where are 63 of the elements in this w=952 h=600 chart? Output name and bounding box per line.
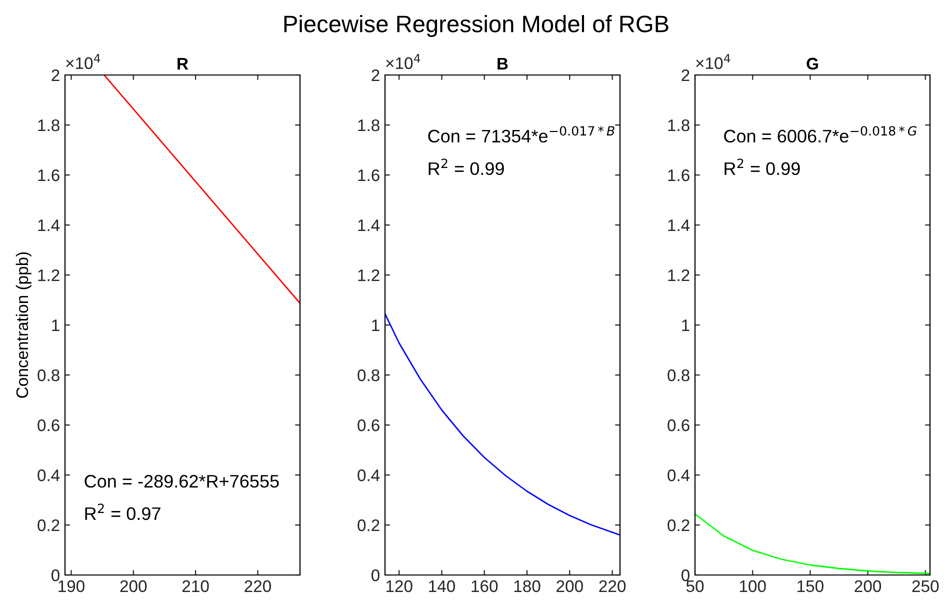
y-tick-label: 0.8 (38, 369, 60, 382)
annotation: R$^{2}$ = 0.97 (85, 504, 160, 520)
y-tick-label: 1.6 (668, 169, 690, 182)
y-tick-label: 1 (372, 320, 380, 332)
y-tick-label: 0.2 (668, 519, 690, 532)
text: ×10$^{4}$ (386, 54, 420, 70)
y-tick-label: 0.8 (668, 369, 690, 382)
y-tick-label: 2 (52, 69, 60, 82)
y-tick-label: 1.8 (358, 119, 380, 132)
y-tick-label: 1.2 (668, 269, 690, 282)
y-tick-label: 0.8 (358, 369, 380, 382)
y-tick-label: 0.6 (358, 419, 380, 432)
y-tick-label: 1.4 (668, 220, 690, 232)
y-tick-label: 0.2 (358, 519, 380, 532)
y-tick-label: 0 (372, 569, 380, 582)
y-tick-label: 1.2 (38, 269, 60, 282)
x-tick-label: 200 (120, 580, 147, 592)
annotation: Con = 6006.7*e$^{−0.018*G}$ (724, 126, 917, 143)
y-axis-title: Concentration (ppb) (16, 252, 32, 398)
x-tick-label: 160 (472, 580, 498, 592)
chart-title: G (806, 58, 818, 70)
line-series (385, 313, 620, 536)
y-tick-label: 1.4 (38, 220, 60, 232)
x-tick-label: 150 (798, 580, 824, 592)
x-tick-label: 190 (58, 580, 84, 592)
annotation: R$^{2}$ = 0.99 (724, 158, 800, 176)
x-tick-label: 250 (912, 580, 939, 592)
text: Piecewise Regression Model of RGB (284, 15, 668, 38)
chart-title: B (498, 58, 508, 70)
y-tick-label: 0.6 (38, 419, 60, 432)
annotation: R$^{2}$ = 0.99 (428, 158, 504, 176)
x-tick-label: 50 (686, 580, 704, 592)
y-tick-label: 0 (682, 569, 690, 582)
x-tick-label: 140 (429, 580, 455, 592)
y-tick-label: 0.4 (668, 469, 690, 482)
annotation: Con = 71354*e$^{−0.017*B}$ (428, 126, 614, 143)
y-tick-label: 1.8 (38, 119, 60, 132)
y-tick-label: 1.2 (358, 269, 380, 282)
y-tick-label: 1.6 (38, 169, 60, 182)
x-tick-label: 120 (386, 580, 412, 592)
y-tick-label: 1.4 (358, 220, 380, 232)
x-tick-label: 220 (244, 580, 271, 592)
y-tick-label: 0.6 (668, 419, 690, 432)
annotation: Con = -289.62*R+76555 (84, 474, 279, 488)
x-tick-label: 200 (854, 580, 882, 592)
y-tick-label: 0.4 (38, 469, 60, 482)
x-tick-label: 180 (514, 580, 540, 592)
y-tick-label: 1 (52, 320, 60, 332)
y-tick-label: 2 (682, 69, 690, 82)
text: ×10$^{4}$ (66, 54, 100, 70)
y-tick-label: 0 (52, 569, 60, 582)
y-tick-label: 1.6 (358, 169, 380, 182)
x-tick-label: 100 (740, 580, 766, 592)
y-tick-label: 0.4 (358, 469, 380, 482)
chart-title: R (178, 58, 188, 70)
x-tick-label: 210 (182, 580, 209, 592)
y-tick-label: 0.2 (38, 519, 60, 532)
y-tick-label: 1 (682, 320, 690, 332)
y-tick-label: 1.8 (668, 119, 690, 132)
x-tick-label: 200 (556, 580, 583, 592)
x-tick-label: 220 (599, 580, 626, 592)
y-tick-label: 2 (372, 69, 380, 82)
text: ×10$^{4}$ (696, 54, 730, 70)
